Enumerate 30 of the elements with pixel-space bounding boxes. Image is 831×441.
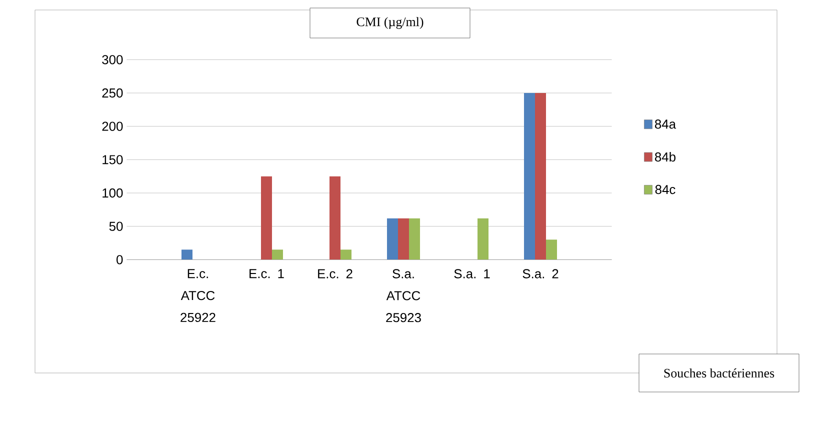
x-tick-label: S.a. 1 bbox=[454, 269, 490, 278]
bar bbox=[340, 250, 352, 260]
bar bbox=[478, 218, 488, 260]
chart-title: CMI (µg/ml) bbox=[356, 17, 424, 29]
x-tick-label: E.c. ATCC 25922 bbox=[180, 269, 216, 322]
bar bbox=[524, 92, 536, 260]
y-tick-label: 50 bbox=[109, 222, 123, 231]
bar bbox=[260, 176, 272, 260]
x-tick-label: E.c. 1 bbox=[250, 269, 284, 278]
bar bbox=[535, 92, 546, 260]
legend-label: 84b bbox=[654, 152, 676, 162]
bar bbox=[181, 250, 192, 260]
y-tick-label: 150 bbox=[102, 155, 123, 164]
text: Souches bactériennes bbox=[664, 368, 774, 378]
bar bbox=[546, 240, 558, 260]
bar bbox=[272, 250, 283, 260]
legend-label: 84a bbox=[654, 120, 676, 129]
bar bbox=[386, 218, 398, 260]
x-tick-label: E.c. 2 bbox=[318, 269, 352, 278]
legend-label: 84c bbox=[655, 184, 676, 194]
x-tick-label: S.a. ATCC 25923 bbox=[386, 269, 421, 322]
y-tick-label: 300 bbox=[102, 55, 123, 64]
y-tick-label: 100 bbox=[102, 188, 123, 198]
bar bbox=[398, 218, 409, 260]
bar bbox=[329, 176, 340, 260]
y-tick-label: 250 bbox=[102, 88, 123, 98]
y-tick-label: 200 bbox=[102, 122, 123, 131]
y-tick-label: 0 bbox=[116, 255, 123, 264]
bar bbox=[408, 218, 420, 260]
x-tick-label: S.a. 2 bbox=[522, 269, 558, 278]
